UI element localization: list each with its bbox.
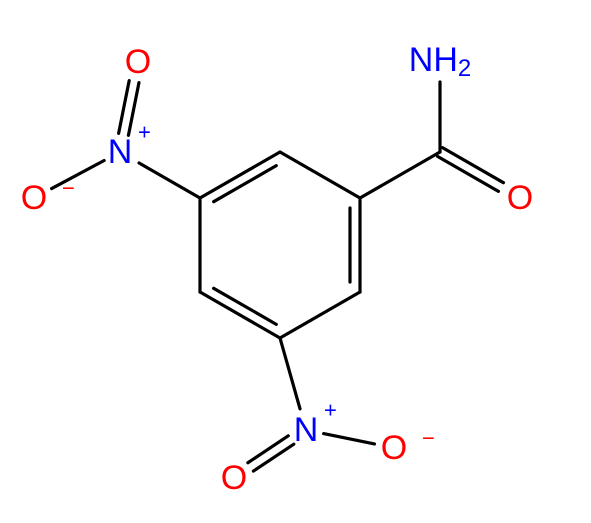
charge-label: − <box>62 176 75 201</box>
charge-label: − <box>422 426 435 451</box>
n-atom-label: N <box>108 133 133 171</box>
charge-label: + <box>138 120 151 145</box>
molecule-diagram: ONH2N+OO−N+OO− <box>0 0 591 523</box>
o-atom-label: O <box>125 43 151 81</box>
n-atom-label: N <box>294 411 319 449</box>
n-atom-label: NH2 <box>409 41 471 82</box>
o-atom-label: O <box>381 429 407 467</box>
o-atom-label: O <box>221 459 247 497</box>
o-atom-label: O <box>507 179 533 217</box>
o-atom-label: O <box>21 179 47 217</box>
charge-label: + <box>324 398 337 423</box>
